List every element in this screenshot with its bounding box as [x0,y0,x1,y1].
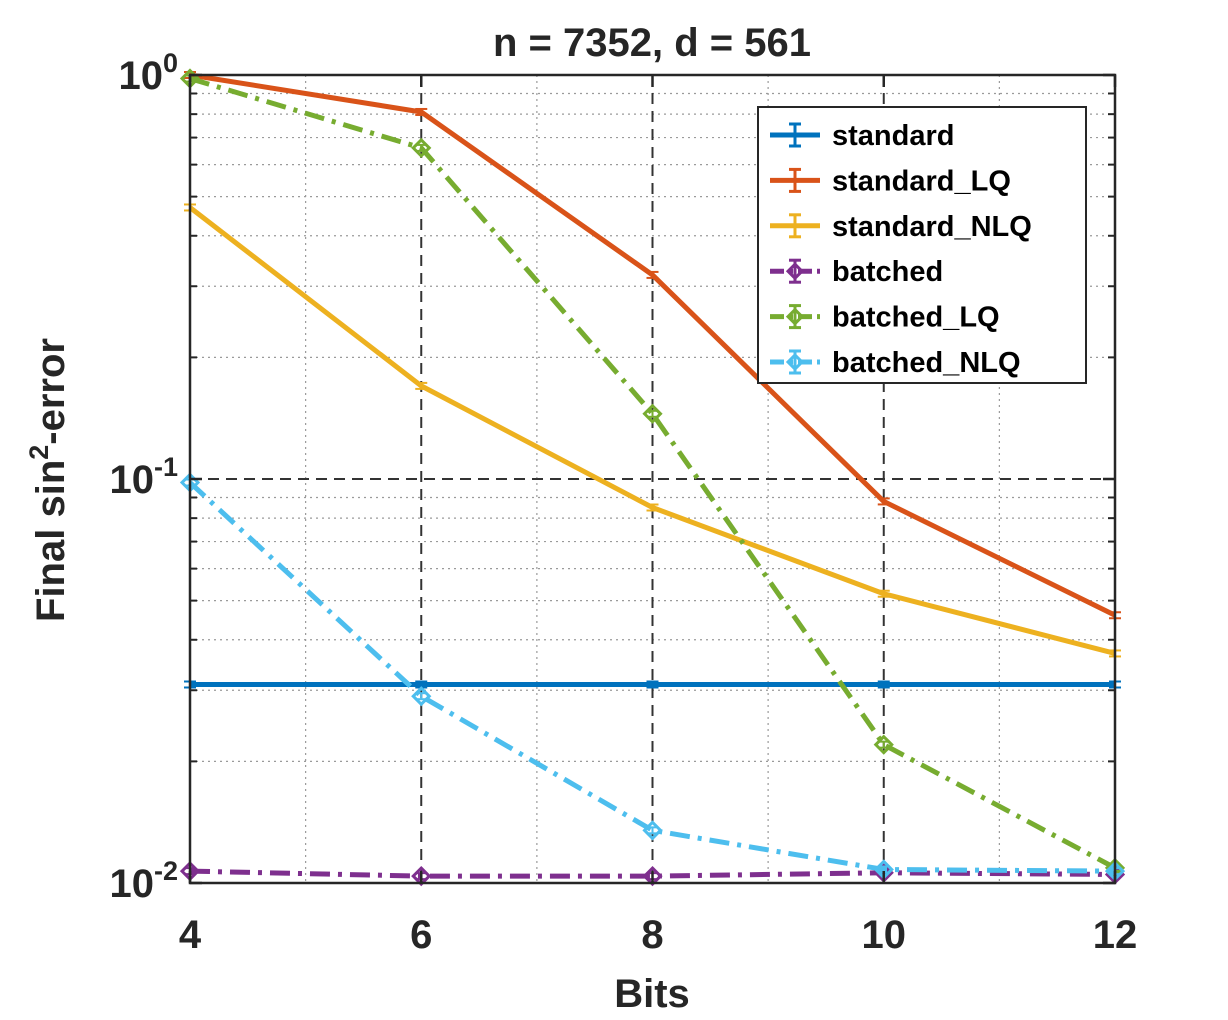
grid [190,75,1115,883]
legend-box [757,106,1087,384]
x-tick-labels: 4 6 8 10 12 [179,913,1137,957]
y-tick-label: 10-1 [109,452,178,502]
legend-marker-swatch [785,262,805,281]
legend-item-batched: batched [770,256,943,288]
series-line [189,868,1116,879]
x-tick-label: 12 [1093,913,1138,957]
legend-item-standard-lq: standard_LQ [770,165,1011,197]
y-tick-label: 10-2 [109,856,178,906]
legend-label: batched [832,256,943,288]
legend-item-batched-lq: batched_LQ [770,302,1000,334]
y-tick-labels: 10-2 10-1 100 [109,48,178,906]
data-point-marker [642,403,663,424]
legend-item-standard-nlq: standard_NLQ [770,211,1032,243]
x-tick-label: 8 [641,913,663,957]
legend-label: standard [832,120,954,152]
data-point-marker [642,820,663,841]
data-point-marker [411,686,432,707]
y-axis-label-main: Final sin [29,460,73,622]
legend-label: batched_NLQ [832,347,1021,379]
x-tick-label: 6 [410,913,432,957]
y-axis-label: Final sin2-error [24,338,73,622]
series-line [189,76,1117,871]
series-standard [184,680,1121,689]
legend-label: standard_NLQ [832,211,1032,243]
x-tick-label: 4 [179,913,202,957]
legend-item-batched-nlq: batched_NLQ [770,347,1021,379]
chart-title: n = 7352, d = 561 [493,21,811,65]
ticks [188,73,1117,885]
series-group [179,68,1126,887]
legend-label: standard_LQ [832,165,1011,197]
data-point-marker [411,137,432,159]
series-line [188,480,1116,874]
legend-label: batched_LQ [832,302,1000,334]
data-point-marker [873,734,894,755]
legend-marker-swatch [785,352,805,372]
legend-item-standard: standard [770,120,954,152]
y-axis-label-superscript: 2 [24,445,54,460]
y-axis-label-suffix: -error [29,338,73,445]
x-axis-label: Bits [614,972,690,1016]
legend-marker-swatch [785,307,805,326]
y-tick-label: 100 [118,48,178,98]
x-tick-label: 10 [862,913,907,957]
